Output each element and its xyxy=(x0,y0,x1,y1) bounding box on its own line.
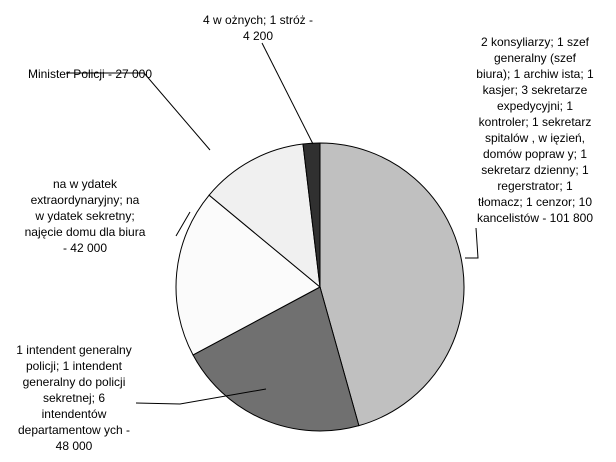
slice-label-office-staff: 2 konsyliarzy; 1 szef generalny (szef bi… xyxy=(476,35,594,225)
slice-label-expenses: na w ydatek extraordynaryjny; na w ydate… xyxy=(24,177,146,255)
slice-label-intendents: 1 intendent generalny policji; 1 intende… xyxy=(16,343,132,453)
pie-slice-servants xyxy=(302,142,321,288)
leader-line-servants xyxy=(261,42,314,145)
leader-line-office-staff xyxy=(465,227,479,259)
pie-slice-expenses xyxy=(175,194,321,356)
leader-line-minister xyxy=(66,72,211,151)
leader-line-intendents xyxy=(135,388,267,405)
pie-slice-office-staff xyxy=(319,142,465,427)
slice-label-minister: Minister Policji - 27 000 xyxy=(27,67,153,81)
pie-slice-intendents xyxy=(192,286,360,432)
pie-slice-minister xyxy=(208,143,321,289)
leader-line-expenses xyxy=(175,211,191,237)
slice-label-servants: 4 w ożnych; 1 stróż - 4 200 xyxy=(202,13,314,43)
